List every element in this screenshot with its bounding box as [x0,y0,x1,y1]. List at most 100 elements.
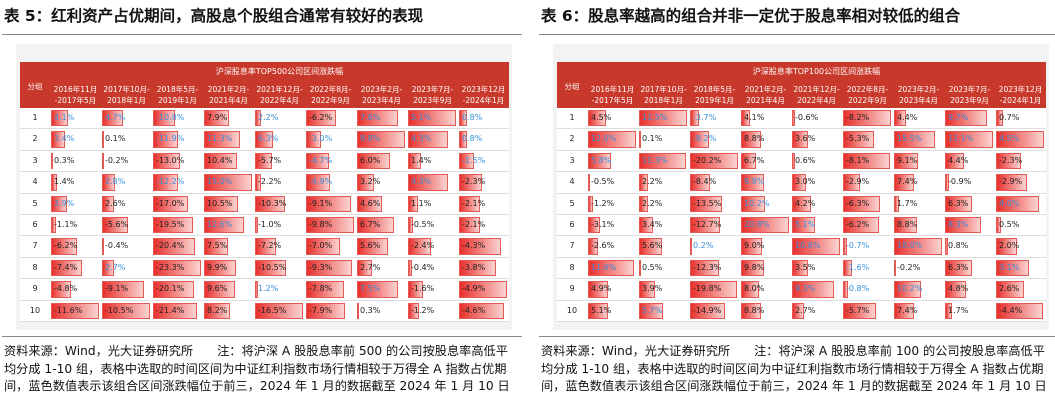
data-cell: 15.0% [203,172,254,192]
cell-value: 3.0% [795,177,816,187]
header-line: 2018年5月- [156,85,199,94]
data-cell: -8.4% [689,172,740,192]
data-bar [255,259,286,277]
cell-value: 6.3% [258,134,279,144]
cell-value: -7.2% [258,241,282,251]
data-cell: 0.3% [356,301,407,321]
data-cell: 11.6% [587,258,638,278]
data-cell: -2.9% [995,172,1046,192]
data-cell: -5.7% [254,151,305,171]
divider [539,336,1055,337]
data-bar [51,238,77,255]
header-line: 2018年1月 [107,96,146,105]
cell-value: -9.1% [309,198,333,208]
data-cell: -20.4% [152,236,203,256]
data-bar [996,152,1021,170]
data-cell: -9.8% [305,215,356,235]
data-cell: 9.0% [740,236,791,256]
data-bar [843,174,860,191]
data-bar [459,174,482,191]
data-cell: -0.9% [944,172,995,192]
data-bar [459,131,467,148]
column-header: 2021年12月- 2022年4月 [791,82,842,108]
data-cell: 8.8% [356,129,407,149]
header-line: 2021年4月 [209,96,248,105]
data-cell: 5.6% [356,236,407,256]
cell-value: 11.1% [948,134,974,144]
data-cell: -1.2% [587,194,638,214]
data-bar [639,302,663,319]
data-cell: -0.6% [791,108,842,128]
cell-value: 3.4% [54,134,75,144]
cell-value: -13.5% [693,198,722,208]
cell-value: 0.6% [795,155,816,165]
header-line: 2023年4月 [899,96,938,105]
data-cell: 4.6% [356,194,407,214]
data-bar [894,131,936,148]
cell-value: 8.8% [897,219,918,229]
cell-value: -9.3% [309,262,333,272]
data-bar [588,131,636,148]
cell-value: 15.5% [897,134,923,144]
data-row: 9 -4.8% -9.1% -20.1% 9.6% 1.2% -7.8% 7.5% -1.6% -… [20,279,509,301]
column-header: 2022年8月- 2022年9月 [305,82,356,108]
data-cell: -1.6% [407,279,458,299]
group-label: 9 [569,284,575,294]
data-cell: 7.9% [203,108,254,128]
data-bar [204,281,235,298]
data-cell: -12.7% [689,215,740,235]
data-cell: -6.2% [305,108,356,128]
data-bar [357,281,398,298]
cell-value: 3.1% [999,262,1020,272]
cell-value: 0.5% [642,262,663,272]
cell-value: -19.5% [156,219,185,229]
cell-value: 4.4% [897,113,918,122]
group-label: 7 [569,241,575,251]
data-bar [843,152,891,170]
data-bar [843,216,880,234]
data-cell: 0.5% [638,258,689,278]
data-bar [255,302,303,319]
data-cell: -2.3% [995,151,1046,171]
data-bar [945,238,949,255]
cell-value: -3.0% [309,134,333,144]
cell-value: -2.1% [462,219,486,229]
header-line: -2024年1月 [999,96,1042,105]
data-cell: 4.0% [995,194,1046,214]
data-bar [51,174,57,191]
data-cell: -11.6% [50,301,101,321]
cell-value: -2.3% [999,155,1023,165]
cell-value: 4.5% [999,134,1020,144]
cell-value: -1.6% [411,284,435,294]
data-cell: 10.2% [893,279,944,299]
data-row: 8 11.6% 0.5% -12.3% 9.8% 3.5% -1.6% -0.2% 6.3% 3.… [557,257,1046,280]
cell-value: -7.9% [309,305,333,315]
cell-value: 2.7% [105,262,126,272]
table-caption: 沪深股息率TOP100公司区间涨跌幅 [587,62,1046,82]
data-bar [102,152,104,170]
data-cell: -1.0% [254,215,305,235]
cell-value: 18.0% [897,241,923,251]
cell-value: 9.3% [795,284,816,294]
data-bar [588,216,601,234]
data-bar [153,152,180,170]
cell-value: 0.1% [642,134,663,144]
data-cell: 5.6% [638,236,689,256]
data-bar [459,281,507,298]
cell-value: -23.3% [156,262,185,272]
cell-value: 0.7% [999,113,1020,122]
data-cell: -0.8% [842,279,893,299]
cell-value: -4.4% [999,305,1023,315]
cell-value: -14.9% [693,305,722,315]
data-cell: 7.5% [203,236,254,256]
group-label: 1 [32,113,38,122]
cell-value: -21.4% [156,305,185,315]
data-cell: 10.4% [203,151,254,171]
data-bar [102,238,104,255]
cell-value: 3.5% [795,262,816,272]
group-label: 4 [32,177,38,187]
data-bar [204,152,238,170]
data-cell: -23.3% [152,258,203,278]
data-cell: 0.7% [995,108,1046,128]
data-cell: 4.5% [995,129,1046,149]
